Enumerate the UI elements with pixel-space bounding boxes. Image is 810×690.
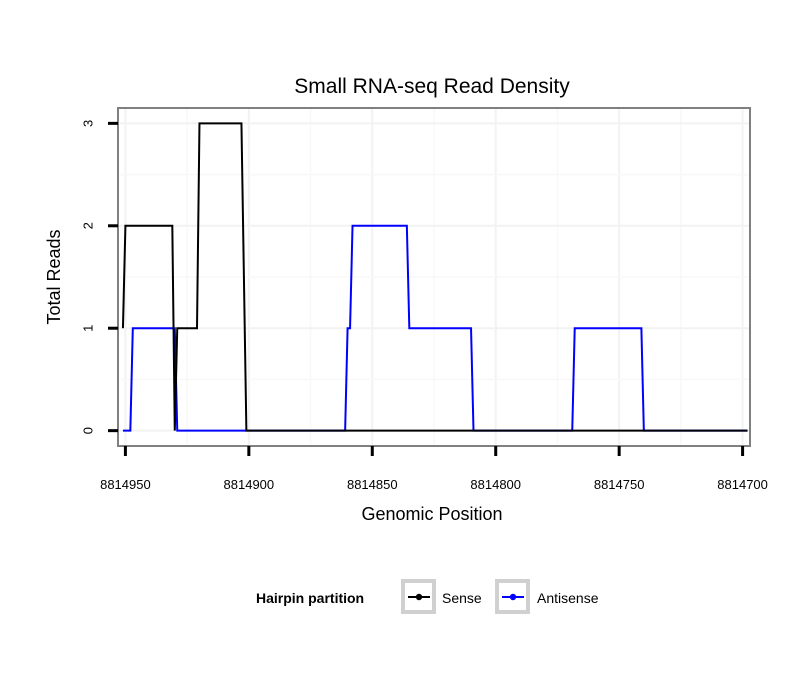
x-tick-label: 8814750 — [594, 477, 645, 492]
series-line-sense — [121, 122, 748, 432]
legend: Hairpin partition Sense Antisense — [256, 579, 599, 614]
legend-entry-antisense: Antisense — [495, 579, 599, 614]
x-tick-label: 8814800 — [470, 477, 521, 492]
x-tick-label: 8814950 — [100, 477, 151, 492]
series-line-antisense — [122, 224, 748, 432]
legend-entry-sense: Sense — [401, 579, 482, 614]
plot-border — [117, 107, 751, 447]
legend-marker-sense — [415, 593, 423, 601]
series-layer — [121, 122, 748, 432]
legend-title: Hairpin partition — [256, 590, 364, 606]
x-axis: 8814950 8814900 8814850 8814800 8814750 88147… — [100, 446, 768, 492]
y-tick-label: 3 — [81, 120, 96, 127]
y-axis-label: Total Reads — [44, 229, 64, 324]
chart-title: Small RNA-seq Read Density — [294, 75, 570, 98]
y-tick-label: 2 — [81, 222, 96, 229]
y-tick-label: 1 — [81, 325, 96, 332]
x-tick-label: 8814850 — [347, 477, 398, 492]
legend-label-sense: Sense — [442, 590, 482, 606]
y-tick-label: 0 — [81, 427, 96, 434]
x-axis-label: Genomic Position — [361, 504, 502, 524]
x-tick-label: 8814900 — [224, 477, 275, 492]
x-tick-label: 8814700 — [717, 477, 768, 492]
legend-label-antisense: Antisense — [537, 590, 599, 606]
legend-marker-antisense — [509, 593, 517, 601]
y-axis: 0 1 2 3 — [81, 120, 118, 434]
